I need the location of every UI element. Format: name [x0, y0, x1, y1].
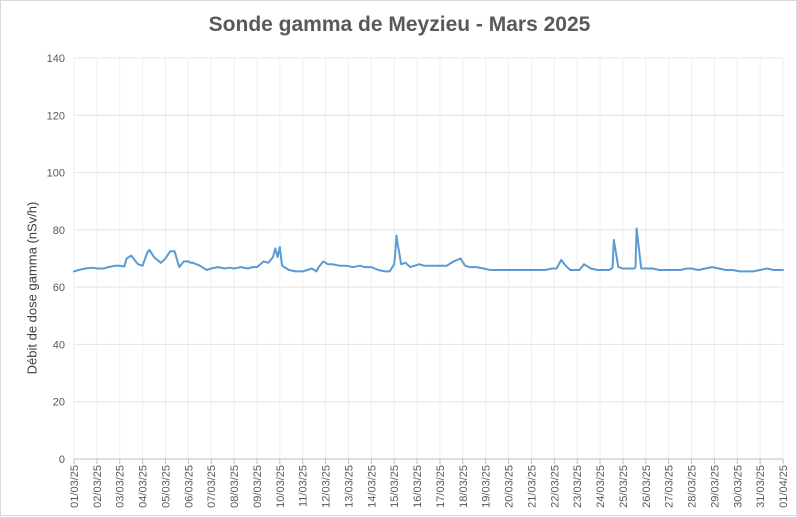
x-tick-label: 05/03/25 — [160, 465, 172, 508]
x-tick-label: 25/03/25 — [618, 465, 630, 508]
x-tick-label: 15/03/25 — [389, 465, 401, 508]
x-tick-label: 01/03/25 — [69, 465, 81, 508]
x-tick-label: 31/03/25 — [755, 465, 767, 508]
x-tick-label: 30/03/25 — [732, 465, 744, 508]
x-tick-label: 21/03/25 — [526, 465, 538, 508]
x-tick-label: 04/03/25 — [138, 465, 150, 508]
y-tick-label: 0 — [59, 454, 65, 466]
y-tick-label: 140 — [47, 53, 65, 65]
y-tick-label: 60 — [53, 282, 65, 294]
x-tick-label: 13/03/25 — [343, 465, 355, 508]
y-tick-label: 80 — [53, 225, 65, 237]
x-tick-label: 16/03/25 — [412, 465, 424, 508]
x-tick-label: 19/03/25 — [481, 465, 493, 508]
x-tick-label: 28/03/25 — [687, 465, 699, 508]
x-tick-label: 07/03/25 — [206, 465, 218, 508]
x-tick-label: 20/03/25 — [504, 465, 516, 508]
y-tick-label: 120 — [47, 110, 65, 122]
x-tick-label: 17/03/25 — [435, 465, 447, 508]
x-tick-label: 12/03/25 — [321, 465, 333, 508]
y-tick-label: 20 — [53, 397, 65, 409]
x-tick-label: 24/03/25 — [595, 465, 607, 508]
x-tick-label: 22/03/25 — [549, 465, 561, 508]
chart-title: Sonde gamma de Meyzieu - Mars 2025 — [208, 13, 591, 36]
x-tick-label: 14/03/25 — [366, 465, 378, 508]
y-tick-label: 100 — [47, 168, 65, 180]
x-tick-label: 02/03/25 — [92, 465, 104, 508]
x-tick-label: 29/03/25 — [709, 465, 721, 508]
x-tick-label: 03/03/25 — [115, 465, 127, 508]
x-tick-label: 23/03/25 — [572, 465, 584, 508]
x-tick-label: 01/04/25 — [778, 465, 790, 508]
series-line — [73, 227, 784, 273]
x-tick-label: 27/03/25 — [664, 465, 676, 508]
x-tick-label: 18/03/25 — [458, 465, 470, 508]
x-tick-label: 09/03/25 — [252, 465, 264, 508]
x-tick-label: 06/03/25 — [183, 465, 195, 508]
x-tick-label: 08/03/25 — [229, 465, 241, 508]
y-tick-label: 40 — [53, 339, 65, 351]
x-tick-label: 11/03/25 — [298, 465, 310, 507]
x-tick-label: 26/03/25 — [641, 465, 653, 508]
x-tick-label: 10/03/25 — [275, 465, 287, 508]
